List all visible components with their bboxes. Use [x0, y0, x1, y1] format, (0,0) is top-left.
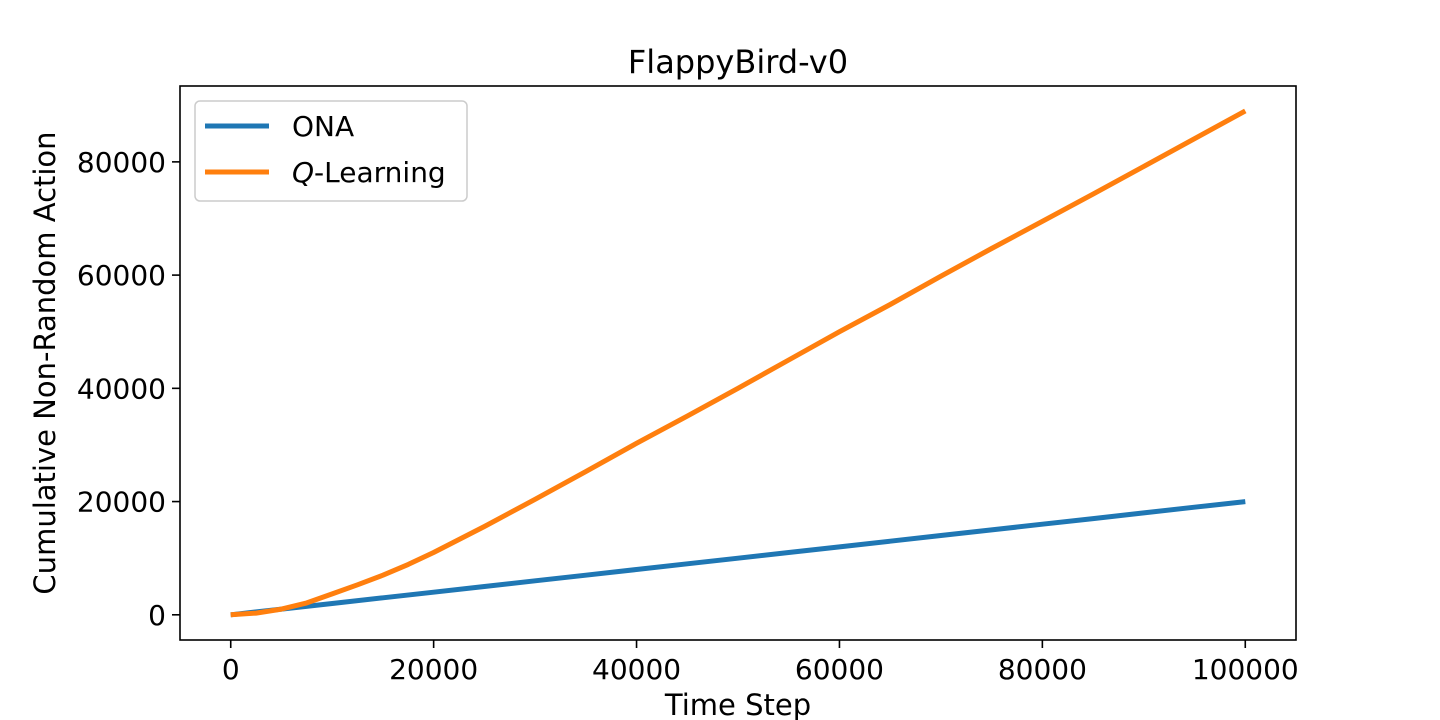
legend-label-q-italic: Q	[292, 156, 314, 189]
series-layer	[230, 108, 1247, 618]
x-tick-label: 100000	[1192, 653, 1299, 686]
x-tick-label: 80000	[998, 653, 1087, 686]
legend-label-q-learning: Q-Learning	[292, 156, 446, 189]
x-tick-label: 0	[222, 653, 240, 686]
x-axis: 0 20000 40000 60000 80000 100000	[222, 640, 1299, 686]
y-tick-label: 80000	[77, 146, 166, 179]
x-tick-label: 40000	[592, 653, 681, 686]
legend-label-q-rest: -Learning	[314, 156, 446, 189]
x-tick-label: 20000	[389, 653, 478, 686]
y-axis-label: Cumulative Non-Random Action	[28, 131, 62, 594]
series-line-ona	[230, 499, 1246, 618]
y-tick-label: 20000	[77, 486, 166, 519]
x-axis-label: Time Step	[664, 688, 811, 720]
y-tick-label: 0	[148, 599, 166, 632]
chart-title: FlappyBird-v0	[628, 43, 848, 81]
series-line-q-learning	[230, 108, 1247, 618]
y-tick-label: 60000	[77, 259, 166, 292]
legend: ONA Q-Learning	[194, 100, 468, 202]
legend-label-ona: ONA	[292, 110, 354, 143]
y-tick-label: 40000	[77, 372, 166, 405]
plot-frame	[179, 85, 1297, 641]
x-tick-label: 60000	[795, 653, 884, 686]
y-axis: 0 20000 40000 60000 80000	[77, 146, 180, 632]
